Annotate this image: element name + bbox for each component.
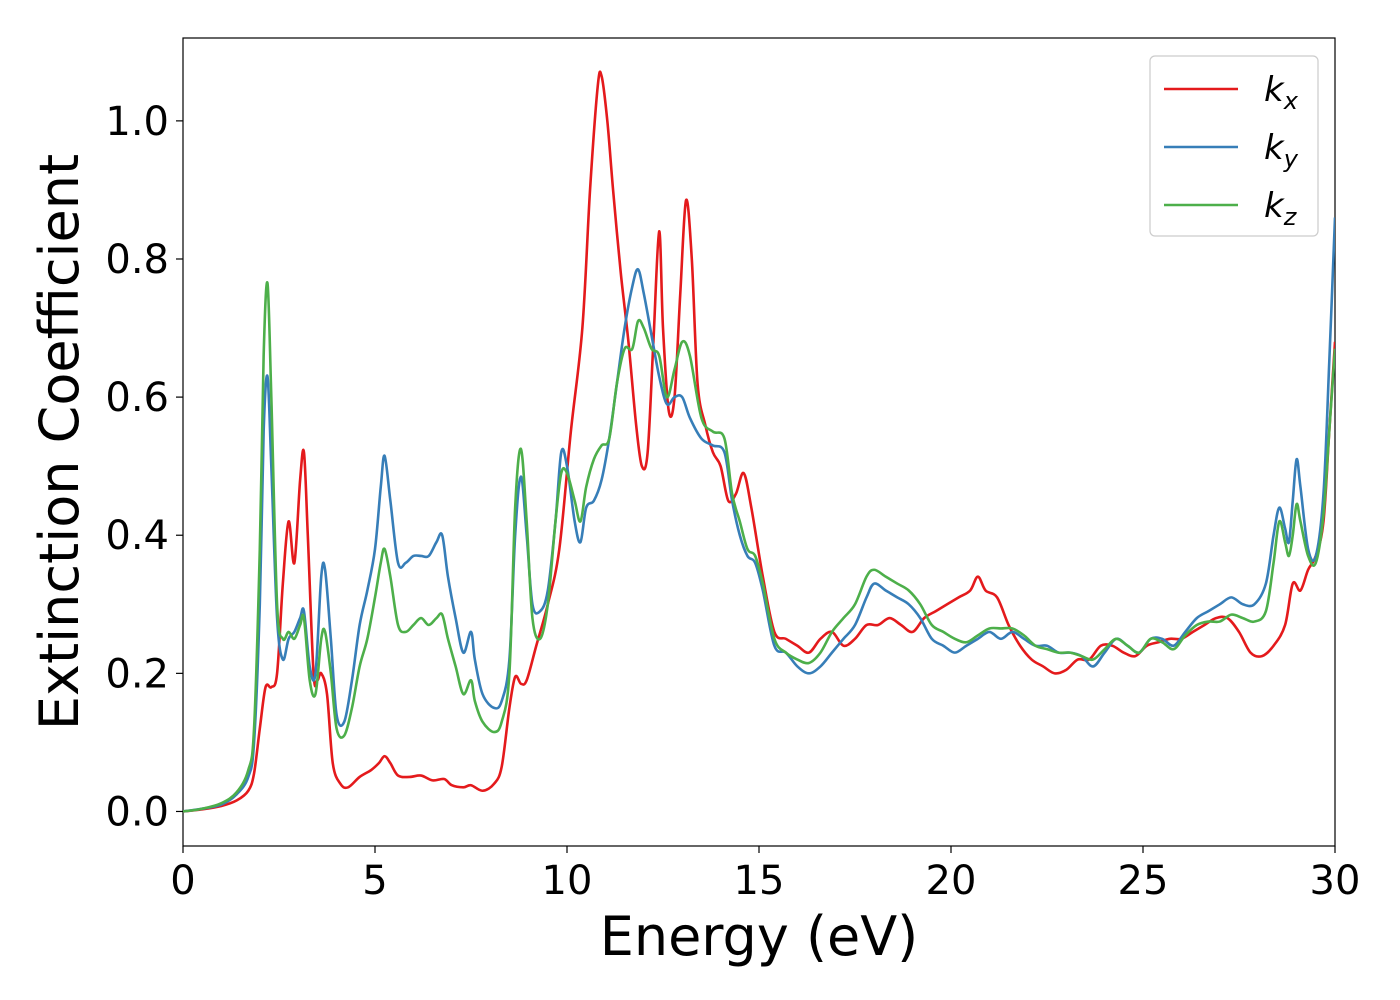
y-tick-label: 0.0 <box>105 789 169 835</box>
x-tick-label: 0 <box>170 858 195 904</box>
x-tick-label: 5 <box>362 858 387 904</box>
y-tick-label: 0.6 <box>105 375 169 421</box>
series-line-kx <box>183 70 1335 813</box>
legend-label-kx: kx <box>1264 70 1299 115</box>
series-line-kz <box>183 281 1335 813</box>
legend-items: kx ky kz <box>1164 70 1299 231</box>
x-tick-label: 15 <box>734 858 785 904</box>
y-tick-label: 0.4 <box>105 513 169 559</box>
x-tick-label: 30 <box>1310 858 1361 904</box>
legend-label-ky: ky <box>1264 128 1299 173</box>
x-tick-label: 10 <box>542 858 593 904</box>
x-tick-label: 20 <box>926 858 977 904</box>
ticks-layer: 0 5 10 15 20 25 30 0.0 0.2 0.4 0.6 0.8 1.0 <box>105 99 1360 904</box>
series-layer <box>183 70 1335 813</box>
legend: kx ky kz <box>1149 55 1319 237</box>
y-tick-label: 1.0 <box>105 99 169 145</box>
y-tick-label: 0.8 <box>105 237 169 283</box>
legend-label-kz: kz <box>1264 186 1298 231</box>
y-axis-title: Extinction Coefficient <box>28 154 91 730</box>
series-line-ky <box>183 217 1335 813</box>
y-tick-label: 0.2 <box>105 651 169 697</box>
x-axis-title: Energy (eV) <box>600 905 919 968</box>
x-tick-label: 25 <box>1118 858 1169 904</box>
